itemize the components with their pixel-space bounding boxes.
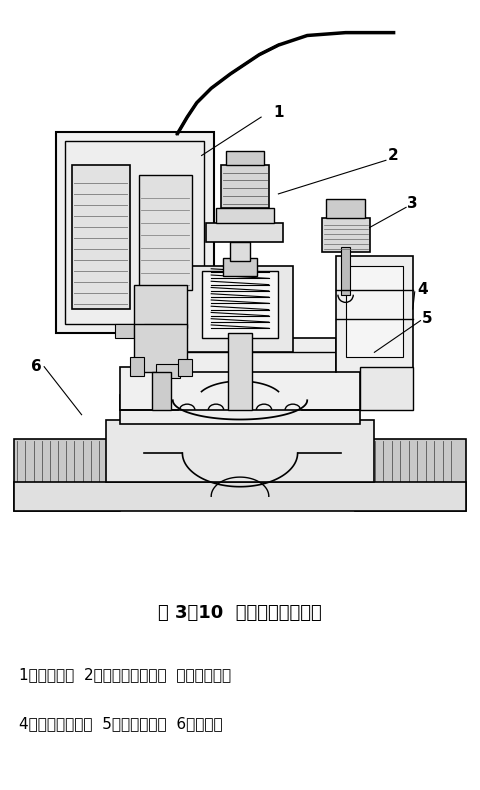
Bar [120, 396, 360, 424]
Text: 2: 2 [388, 148, 399, 163]
Text: 3: 3 [408, 196, 418, 211]
Bar [230, 242, 250, 261]
Bar [139, 175, 192, 290]
Bar [144, 338, 336, 371]
Bar [360, 367, 413, 410]
Bar [130, 357, 144, 376]
Bar [336, 256, 413, 371]
Bar [134, 323, 187, 371]
Bar [206, 223, 283, 242]
Bar [216, 209, 274, 223]
Bar [115, 323, 134, 338]
Text: 1－电磁头；  2－流量调节手柄；  外排气螺丝；: 1－电磁头； 2－流量调节手柄； 外排气螺丝； [19, 668, 231, 683]
Bar [322, 218, 370, 251]
Bar [221, 165, 269, 209]
Bar [65, 141, 204, 323]
Bar [120, 367, 360, 410]
Bar [346, 266, 403, 357]
Bar [202, 271, 278, 338]
Bar [144, 323, 182, 338]
Bar [355, 438, 466, 510]
Text: 1: 1 [273, 105, 284, 120]
Bar [14, 482, 466, 510]
Bar [178, 359, 192, 376]
Bar [134, 285, 187, 329]
Bar [152, 371, 171, 410]
Bar [14, 438, 120, 510]
Text: 6: 6 [31, 359, 42, 374]
Bar [56, 131, 214, 333]
Bar [228, 333, 252, 410]
Text: 4－电磁阀上腔；  5－橡皮隔膜；  6－导流孔: 4－电磁阀上腔； 5－橡皮隔膜； 6－导流孔 [19, 717, 223, 731]
Text: 5: 5 [422, 311, 432, 326]
Bar [326, 199, 365, 218]
Bar [341, 246, 350, 295]
Bar [223, 258, 257, 276]
Bar [72, 165, 130, 309]
Text: 4: 4 [417, 282, 428, 297]
Bar [187, 266, 293, 352]
Bar [156, 364, 180, 378]
Text: 图 3－10  电磁阀结构示意图: 图 3－10 电磁阀结构示意图 [158, 604, 322, 622]
Bar [106, 419, 374, 482]
Bar [226, 151, 264, 165]
